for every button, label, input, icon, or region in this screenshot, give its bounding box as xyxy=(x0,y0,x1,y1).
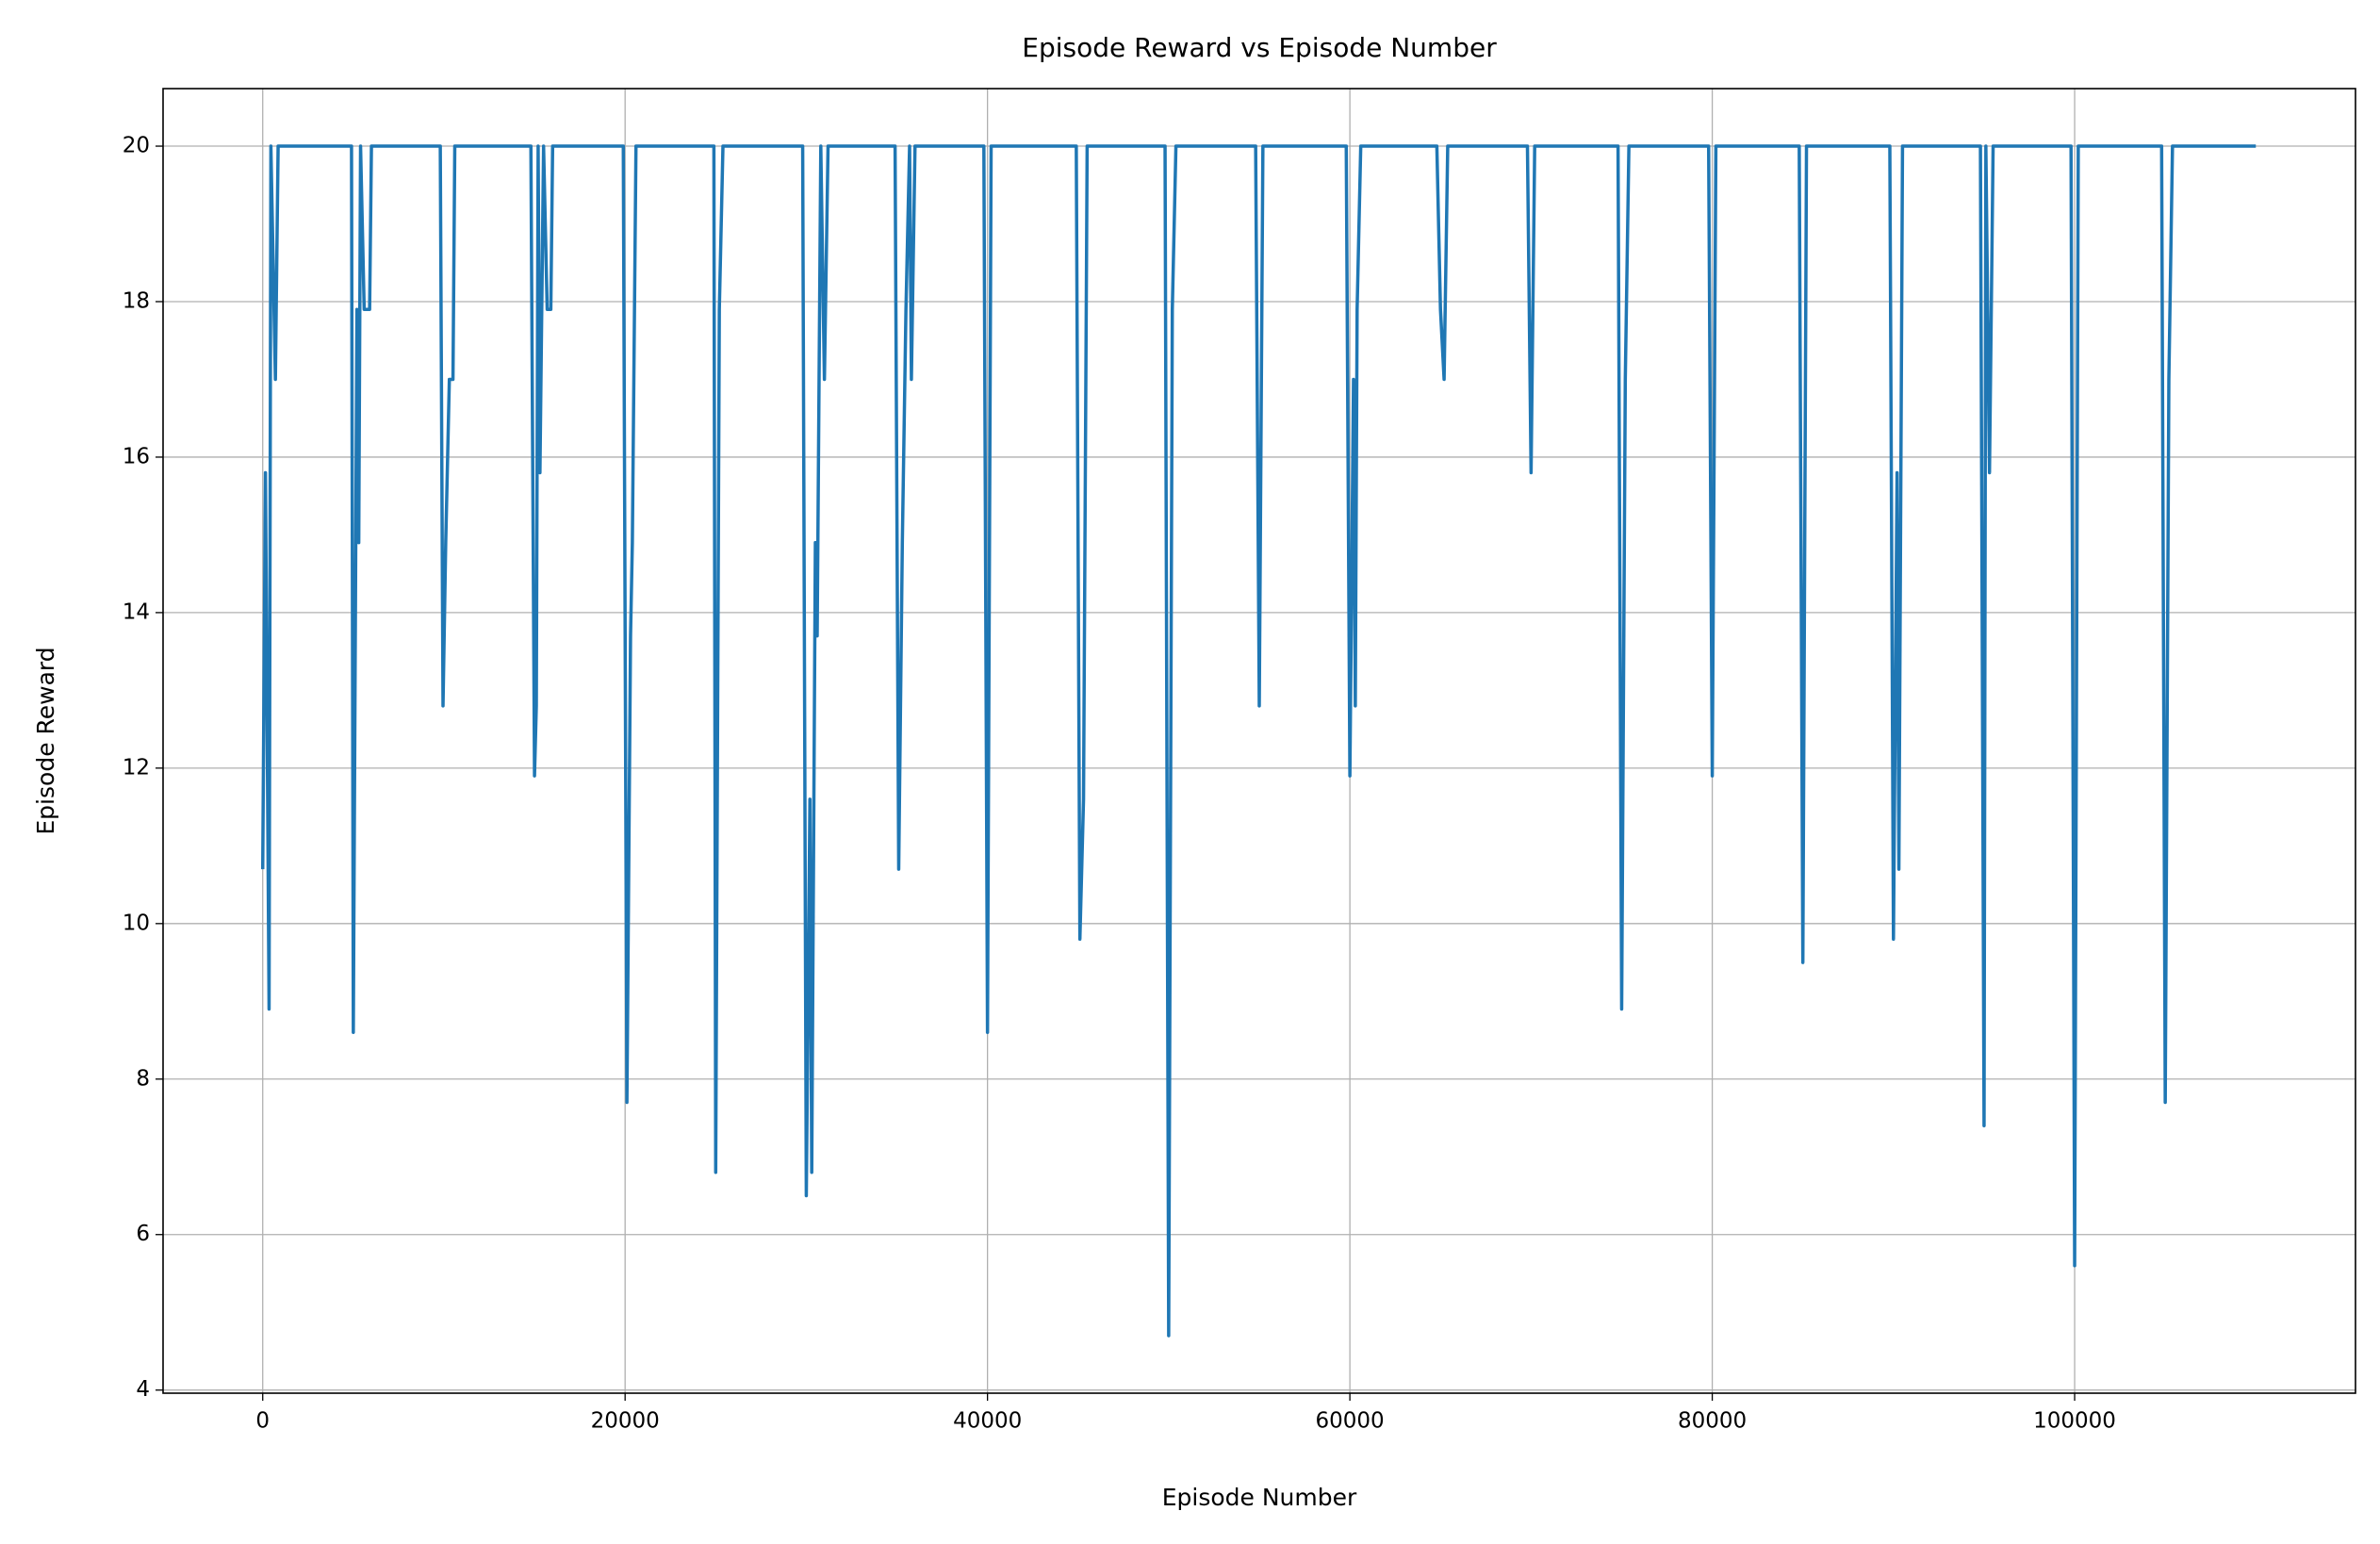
y-tick-label: 10 xyxy=(123,911,150,935)
data-line xyxy=(260,144,2257,1338)
y-tick-label: 18 xyxy=(123,288,150,313)
y-tick-label: 14 xyxy=(123,600,150,624)
y-tick-label: 16 xyxy=(123,444,150,468)
y-tick-label: 12 xyxy=(123,755,150,780)
x-tick-label: 20000 xyxy=(591,1409,660,1434)
x-tick-label: 80000 xyxy=(1678,1409,1747,1434)
plot-frame xyxy=(162,88,2356,1394)
chart-title: Episode Reward vs Episode Number xyxy=(1022,32,1497,63)
y-tick-label: 20 xyxy=(123,134,150,158)
x-axis-label: Episode Number xyxy=(1162,1484,1357,1511)
x-tick-label: 100000 xyxy=(2033,1409,2116,1434)
x-tick-label: 0 xyxy=(255,1409,270,1434)
y-tick-label: 8 xyxy=(136,1066,150,1091)
x-tick-label: 60000 xyxy=(1316,1409,1385,1434)
y-tick-label: 6 xyxy=(136,1222,150,1246)
y-tick-label: 4 xyxy=(136,1377,150,1402)
y-axis-label: Episode Reward xyxy=(32,647,59,834)
x-tick-label: 40000 xyxy=(953,1409,1022,1434)
